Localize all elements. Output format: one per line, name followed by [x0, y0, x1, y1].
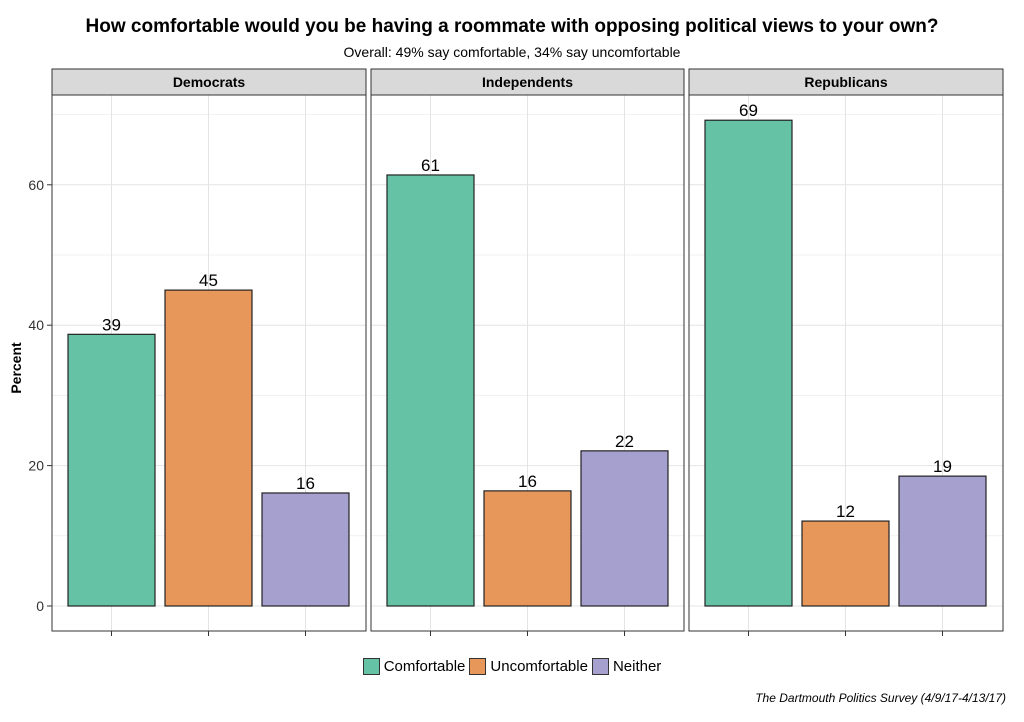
data-label-independents-neither: 22 [615, 432, 634, 451]
legend-label-uncomfortable: Uncomfortable [490, 658, 588, 675]
legend-key-uncomfortable [469, 658, 487, 675]
bar-democrats-uncomfortable [164, 289, 253, 607]
y-tick-label-60: 60 [28, 177, 44, 193]
data-label-independents-uncomfortable: 16 [518, 472, 537, 491]
legend-item-uncomfortable: Uncomfortable [469, 658, 588, 675]
data-label-independents-comfortable: 61 [421, 156, 440, 175]
panel-border-democrats [51, 94, 367, 632]
facet-label-democrats: Democrats [173, 74, 246, 90]
legend-item-comfortable: Comfortable [362, 658, 466, 675]
bar-democrats-comfortable [67, 333, 156, 607]
legend-key-neither [591, 658, 609, 675]
source-note: The Dartmouth Politics Survey (4/9/17-4/… [755, 691, 1006, 705]
data-label-republicans-uncomfortable: 12 [836, 502, 855, 521]
y-tick-label-20: 20 [28, 458, 44, 474]
panel-border-republicans [688, 94, 1004, 632]
data-label-democrats-neither: 16 [296, 474, 315, 493]
data-label-democrats-comfortable: 39 [102, 315, 121, 334]
chart-subtitle: Overall: 49% say comfortable, 34% say un… [343, 44, 681, 60]
panel-border-independents [370, 94, 685, 632]
y-tick-label-40: 40 [28, 317, 44, 333]
bar-democrats-neither [261, 492, 350, 607]
bar-republicans-neither [898, 475, 987, 607]
legend-item-neither: Neither [591, 658, 662, 675]
legend-key-comfortable [362, 658, 380, 675]
facet-strip-republicans [688, 68, 1004, 96]
legend-label-comfortable: Comfortable [383, 658, 466, 675]
legend: Comfortable Uncomfortable Neither [0, 658, 1024, 675]
bar-independents-neither [580, 450, 669, 607]
facet-label-independents: Independents [482, 74, 573, 90]
legend-label-neither: Neither [612, 658, 662, 675]
facet-strip-democrats [51, 68, 367, 96]
facet-label-republicans: Republicans [804, 74, 887, 90]
y-tick-label-0: 0 [36, 598, 44, 614]
bar-independents-uncomfortable [483, 490, 572, 607]
bar-independents-comfortable [386, 174, 475, 607]
data-label-democrats-uncomfortable: 45 [199, 271, 218, 290]
data-label-republicans-comfortable: 69 [739, 101, 758, 120]
chart-title: How comfortable would you be having a ro… [85, 16, 939, 37]
bar-republicans-uncomfortable [801, 520, 890, 607]
data-label-republicans-neither: 19 [933, 457, 952, 476]
bar-republicans-comfortable [704, 119, 793, 607]
